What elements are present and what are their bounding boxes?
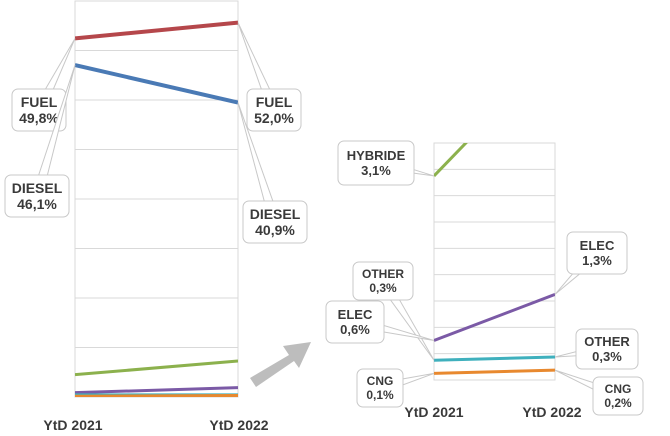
series-line-fuel [75,20,238,41]
callout-value: 49,8% [19,110,59,126]
callout-value: 1,3% [582,253,612,268]
callout-series-name: FUEL [256,94,293,110]
callout-fill [244,202,306,242]
callout-value: 52,0% [254,110,294,126]
callout-series-name: CNG [605,382,632,396]
callout-series-name: DIESEL [250,206,301,222]
series-line-elec [75,386,238,395]
series-line-elec [434,293,555,342]
x-tick-label: YtD 2021 [43,417,102,433]
callout-value: 0,3% [369,281,397,295]
callout-fill [327,302,383,342]
callout-series-name: OTHER [362,267,404,281]
tick-labels: YtD 2021 YtD 2022 YtD 2021 YtD 2022 [43,404,581,433]
callout-fill [594,378,642,414]
callout-fill [358,370,402,406]
callout-value: 0,2% [604,396,632,410]
series-line-cng [434,368,555,375]
right-series-group [434,143,555,375]
callout-series-name: ELEC [338,307,373,322]
callout-fill [339,142,413,184]
zoom-arrow [250,342,311,387]
callout-value: 46,1% [17,196,57,212]
series-line-cng [75,394,238,397]
callout-fill [6,176,68,216]
series-line-other [434,355,555,362]
x-tick-label: YtD 2021 [404,404,463,420]
callout-series-name: DIESEL [12,180,63,196]
x-tick-label: YtD 2022 [209,417,268,433]
callouts: FUEL49,8%FUEL52,0%DIESEL46,1%DIESEL40,9%… [4,22,644,416]
callout-value: 0,1% [366,388,394,402]
callout-fill [354,263,412,299]
right-plot-area [433,142,556,381]
callout-series-name: FUEL [21,94,58,110]
callout-value: 0,3% [592,349,622,364]
series-line-hybride [434,143,468,177]
left-series-group [75,20,238,397]
left-chart [74,0,239,398]
zoom-arrow-shape [250,342,311,387]
callout-fill [577,330,637,368]
callout-series-name: CNG [367,374,394,388]
callout-series-name: HYBRIDE [347,148,406,163]
callout-value: 0,6% [340,322,370,337]
x-tick-label: YtD 2022 [522,404,581,420]
callout-fill [13,90,65,130]
callout-value: 40,9% [255,222,295,238]
callout-series-name: OTHER [584,334,630,349]
callout-value: 3,1% [361,163,391,178]
callout-fill [248,90,300,130]
series-line-diesel [75,63,238,105]
right-chart [433,142,556,381]
series-line-hybride [75,359,238,377]
callout-series-name: ELEC [580,238,615,253]
callout-fill [568,233,626,273]
